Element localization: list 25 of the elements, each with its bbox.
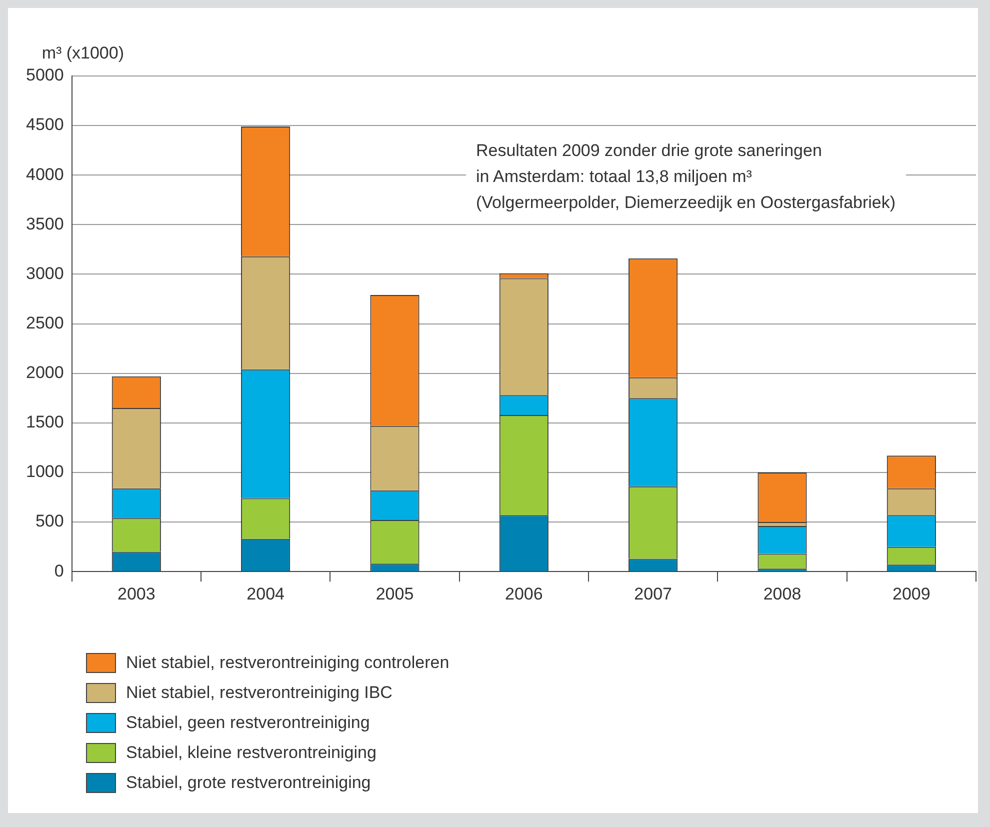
y-tick-label: 4000 [26, 164, 64, 184]
legend-label: Niet stabiel, restverontreiniging controleren [126, 653, 450, 673]
y-tick-label: 4500 [26, 115, 64, 134]
x-tick-label: 2004 [246, 584, 284, 604]
legend-label: Stabiel, geen restverontreiniging [126, 713, 370, 733]
annotation: Resultaten 2009 zonder drie grote saneringen in Amsterdam: totaal 13,8 miljoen m³ (Volgermeerpolder, Diemerzeedijk en Oostergasfabriek) [466, 136, 906, 218]
legend-label: Niet stabiel, restverontreiniging IBC [126, 683, 392, 703]
y-axis-title: m³ (x1000) [42, 44, 124, 63]
x-tick-label: 2007 [634, 584, 672, 604]
y-tick-label: 1500 [26, 412, 64, 432]
y-tick-label: 0 [54, 561, 64, 580]
legend-label: Stabiel, grote restverontreiniging [126, 773, 371, 793]
y-tick-label: 2000 [26, 363, 64, 382]
y-tick-label: 3000 [26, 264, 64, 283]
y-tick-label: 500 [35, 512, 64, 531]
x-tick-label: 2006 [504, 584, 543, 604]
y-tick-label: 5000 [26, 66, 64, 85]
y-tick-label: 2500 [26, 313, 64, 332]
y-tick-label: 1000 [26, 462, 64, 482]
x-tick-label: 2005 [376, 584, 414, 604]
x-tick-label: 2003 [117, 584, 156, 604]
legend-label: Stabiel, kleine restverontreiniging [126, 743, 376, 763]
x-tick-label: 2008 [763, 584, 802, 604]
y-tick-label: 3500 [26, 214, 64, 234]
x-tick-label: 2009 [892, 584, 930, 604]
